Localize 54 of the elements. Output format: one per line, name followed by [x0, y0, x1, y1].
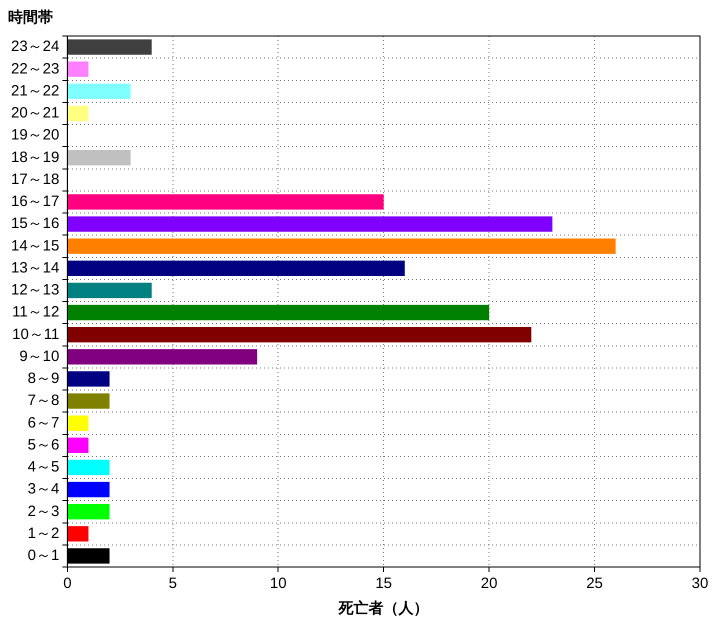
bar — [68, 216, 552, 232]
bar — [68, 238, 616, 254]
y-tick-label: 17～18 — [10, 170, 60, 188]
y-tick-label: 0～1 — [28, 547, 60, 564]
x-tick-label: 15 — [375, 575, 392, 592]
bar — [68, 304, 490, 320]
y-tick-label: 2～3 — [28, 502, 60, 520]
y-tick-label: 3～4 — [28, 480, 60, 498]
bar — [68, 282, 152, 298]
y-tick-label: 12～13 — [10, 282, 60, 299]
y-tick-label: 23～24 — [10, 38, 60, 56]
y-tick-label: 8～9 — [28, 370, 60, 388]
bar — [68, 393, 110, 409]
bar — [68, 438, 88, 454]
y-tick-label: 10～11 — [12, 326, 60, 343]
y-tick-label: 22～23 — [10, 60, 60, 78]
y-tick-label: 6～7 — [28, 414, 60, 432]
y-tick-label: 11～12 — [12, 304, 60, 321]
bar — [68, 326, 532, 342]
y-tick-label: 9～10 — [19, 348, 60, 365]
y-tick-label: 21～22 — [10, 82, 60, 100]
bar — [68, 504, 110, 520]
y-tick-label: 4～5 — [28, 458, 60, 476]
y-tick-label: 16～17 — [10, 193, 60, 210]
x-tick-label: 0 — [63, 575, 72, 592]
y-tick-label: 7～8 — [28, 392, 60, 410]
bar — [68, 61, 88, 77]
x-tick-label: 25 — [586, 575, 603, 592]
y-tick-label: 18～19 — [10, 148, 60, 166]
x-tick-label: 5 — [168, 575, 177, 592]
y-tick-label: 1～2 — [28, 524, 60, 542]
y-tick-label: 5～6 — [28, 436, 60, 454]
bar — [68, 106, 88, 122]
y-tick-label: 20～21 — [10, 104, 60, 122]
y-tick-label: 15～16 — [10, 215, 60, 232]
y-tick-label: 19～20 — [10, 126, 60, 144]
bar — [68, 371, 110, 387]
x-tick-label: 20 — [480, 575, 498, 592]
bar — [68, 194, 384, 210]
bar — [68, 415, 88, 431]
bar — [68, 260, 405, 276]
y-axis-title: 時間帯 — [8, 8, 53, 27]
x-axis-title: 死亡者（人） — [338, 599, 429, 618]
x-tick-label: 30 — [692, 575, 708, 592]
y-tick-label: 14～15 — [10, 237, 60, 254]
x-tick-label: 10 — [270, 575, 287, 592]
bar — [68, 460, 110, 476]
bar — [68, 84, 131, 100]
bar — [68, 526, 88, 542]
bar — [68, 39, 152, 55]
bar — [68, 482, 110, 498]
y-tick-label: 13～14 — [10, 259, 60, 276]
bar — [68, 349, 258, 365]
bar — [68, 150, 131, 166]
